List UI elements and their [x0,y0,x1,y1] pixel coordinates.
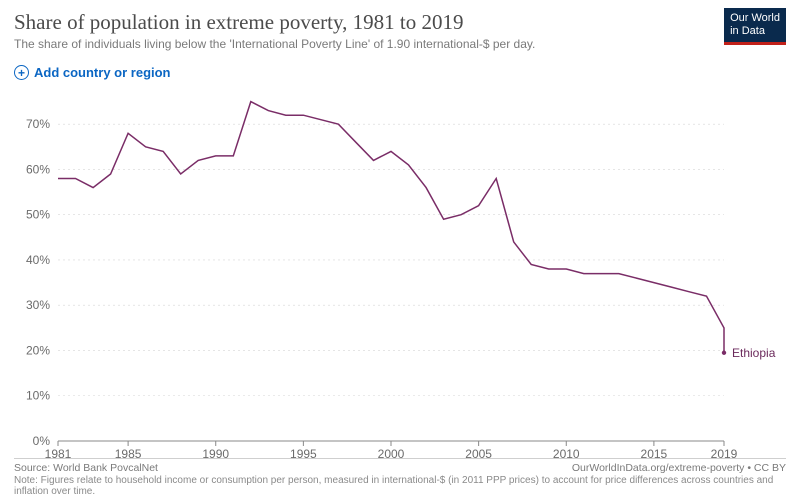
owid-logo: Our World in Data [724,8,786,45]
footer-note: Note: Figures relate to household income… [14,475,786,497]
svg-text:30%: 30% [26,298,50,312]
logo-line1: Our World [730,12,780,24]
line-chart: 0%10%20%30%40%50%60%70%19811985199019952… [14,84,786,463]
add-country-label: Add country or region [34,65,171,80]
attribution-text: OurWorldInData.org/extreme-poverty • CC … [572,462,786,474]
logo-line2: in Data [730,25,765,37]
svg-text:60%: 60% [26,162,50,176]
svg-text:50%: 50% [26,208,50,222]
svg-text:0%: 0% [33,434,51,448]
svg-text:Ethiopia: Ethiopia [732,346,776,360]
chart-footer: Source: World Bank PovcalNet OurWorldInD… [14,458,786,497]
chart-area: 0%10%20%30%40%50%60%70%19811985199019952… [14,84,786,463]
plus-icon: + [14,65,29,80]
svg-text:20%: 20% [26,343,50,357]
page-subtitle: The share of individuals living below th… [14,37,786,51]
svg-text:10%: 10% [26,389,50,403]
page-title: Share of population in extreme poverty, … [14,10,786,35]
svg-text:70%: 70% [26,117,50,131]
add-country-button[interactable]: + Add country or region [14,65,171,80]
svg-text:40%: 40% [26,253,50,267]
source-text: Source: World Bank PovcalNet [14,462,158,474]
